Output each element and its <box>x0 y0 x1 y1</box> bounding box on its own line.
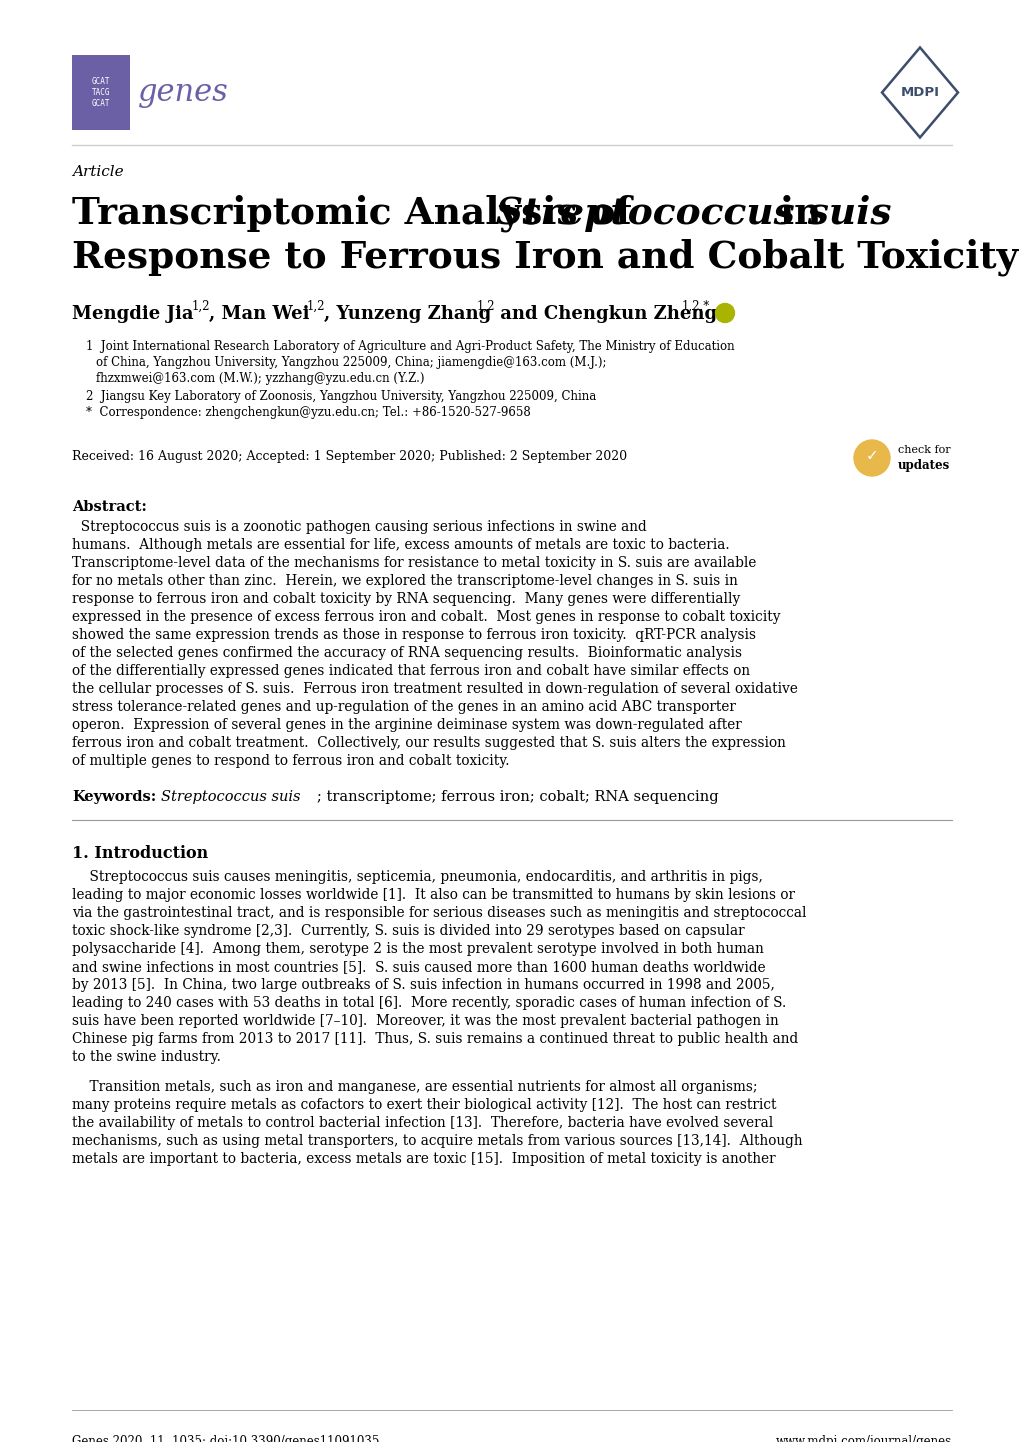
Text: Streptococcus suis causes meningitis, septicemia, pneumonia, endocarditis, and a: Streptococcus suis causes meningitis, se… <box>72 870 762 884</box>
Text: Streptococcus suis: Streptococcus suis <box>495 195 891 232</box>
Text: for no metals other than zinc.  Herein, we explored the transcriptome-level chan: for no metals other than zinc. Herein, w… <box>72 574 737 588</box>
Text: Mengdie Jia: Mengdie Jia <box>72 306 194 323</box>
Text: 1,2: 1,2 <box>477 300 495 313</box>
Text: Abstract:: Abstract: <box>72 500 147 513</box>
Text: 1,2,*: 1,2,* <box>682 300 709 313</box>
FancyBboxPatch shape <box>72 55 129 130</box>
Text: via the gastrointestinal tract, and is responsible for serious diseases such as : via the gastrointestinal tract, and is r… <box>72 906 806 920</box>
Circle shape <box>714 303 734 323</box>
Text: Transition metals, such as iron and manganese, are essential nutrients for almos: Transition metals, such as iron and mang… <box>72 1080 757 1094</box>
Text: , Yunzeng Zhang: , Yunzeng Zhang <box>324 306 491 323</box>
Text: Streptococcus suis: Streptococcus suis <box>161 790 301 805</box>
Text: check for: check for <box>897 446 950 456</box>
Text: and Chengkun Zheng: and Chengkun Zheng <box>493 306 716 323</box>
Text: 1,2: 1,2 <box>192 300 210 313</box>
Text: 2  Jiangsu Key Laboratory of Zoonosis, Yangzhou University, Yangzhou 225009, Chi: 2 Jiangsu Key Laboratory of Zoonosis, Ya… <box>86 389 596 402</box>
Text: showed the same expression trends as those in response to ferrous iron toxicity.: showed the same expression trends as tho… <box>72 629 755 642</box>
Text: Keywords:: Keywords: <box>72 790 156 805</box>
Text: response to ferrous iron and cobalt toxicity by RNA sequencing.  Many genes were: response to ferrous iron and cobalt toxi… <box>72 593 740 606</box>
Text: toxic shock-like syndrome [2,3].  Currently, S. suis is divided into 29 serotype: toxic shock-like syndrome [2,3]. Current… <box>72 924 744 937</box>
Text: many proteins require metals as cofactors to exert their biological activity [12: many proteins require metals as cofactor… <box>72 1097 775 1112</box>
Text: leading to 240 cases with 53 deaths in total [6].  More recently, sporadic cases: leading to 240 cases with 53 deaths in t… <box>72 996 786 1009</box>
Text: operon.  Expression of several genes in the arginine deiminase system was down-r: operon. Expression of several genes in t… <box>72 718 741 733</box>
Text: of the selected genes confirmed the accuracy of RNA sequencing results.  Bioinfo: of the selected genes confirmed the accu… <box>72 646 741 660</box>
Text: and swine infections in most countries [5].  S. suis caused more than 1600 human: and swine infections in most countries [… <box>72 960 765 973</box>
Text: by 2013 [5].  In China, two large outbreaks of S. suis infection in humans occur: by 2013 [5]. In China, two large outbrea… <box>72 978 774 992</box>
Text: mechanisms, such as using metal transporters, to acquire metals from various sou: mechanisms, such as using metal transpor… <box>72 1133 802 1148</box>
Text: of China, Yangzhou University, Yangzhou 225009, China; jiamengdie@163.com (M.J.): of China, Yangzhou University, Yangzhou … <box>96 356 606 369</box>
Text: in: in <box>766 195 820 232</box>
Text: the cellular processes of S. suis.  Ferrous iron treatment resulted in down-regu: the cellular processes of S. suis. Ferro… <box>72 682 797 696</box>
Text: to the swine industry.: to the swine industry. <box>72 1050 221 1064</box>
Text: Genes 2020, 11, 1035; doi:10.3390/genes11091035: Genes 2020, 11, 1035; doi:10.3390/genes1… <box>72 1435 379 1442</box>
Text: updates: updates <box>897 460 950 473</box>
Text: Received: 16 August 2020; Accepted: 1 September 2020; Published: 2 September 202: Received: 16 August 2020; Accepted: 1 Se… <box>72 450 627 463</box>
Text: stress tolerance-related genes and up-regulation of the genes in an amino acid A: stress tolerance-related genes and up-re… <box>72 699 735 714</box>
Circle shape <box>853 440 890 476</box>
Text: www.mdpi.com/journal/genes: www.mdpi.com/journal/genes <box>775 1435 951 1442</box>
Text: of multiple genes to respond to ferrous iron and cobalt toxicity.: of multiple genes to respond to ferrous … <box>72 754 510 769</box>
Text: ✓: ✓ <box>865 448 877 463</box>
Text: expressed in the presence of excess ferrous iron and cobalt.  Most genes in resp: expressed in the presence of excess ferr… <box>72 610 780 624</box>
Text: GCAT
TACG
GCAT: GCAT TACG GCAT <box>92 78 110 108</box>
Text: suis have been reported worldwide [7–10].  Moreover, it was the most prevalent b: suis have been reported worldwide [7–10]… <box>72 1014 777 1028</box>
Text: 1  Joint International Research Laboratory of Agriculture and Agri-Product Safet: 1 Joint International Research Laborator… <box>86 340 734 353</box>
Text: leading to major economic losses worldwide [1].  It also can be transmitted to h: leading to major economic losses worldwi… <box>72 888 794 903</box>
Text: Response to Ferrous Iron and Cobalt Toxicity: Response to Ferrous Iron and Cobalt Toxi… <box>72 239 1017 277</box>
Text: the availability of metals to control bacterial infection [13].  Therefore, bact: the availability of metals to control ba… <box>72 1116 772 1131</box>
Text: 1,2: 1,2 <box>307 300 325 313</box>
Text: Streptococcus suis is a zoonotic pathogen causing serious infections in swine an: Streptococcus suis is a zoonotic pathoge… <box>72 521 646 534</box>
Text: Article: Article <box>72 164 123 179</box>
Text: humans.  Although metals are essential for life, excess amounts of metals are to: humans. Although metals are essential fo… <box>72 538 729 552</box>
Text: Transcriptomic Analysis of: Transcriptomic Analysis of <box>72 195 644 232</box>
Text: ferrous iron and cobalt treatment.  Collectively, our results suggested that S. : ferrous iron and cobalt treatment. Colle… <box>72 735 785 750</box>
Text: polysaccharide [4].  Among them, serotype 2 is the most prevalent serotype invol: polysaccharide [4]. Among them, serotype… <box>72 942 763 956</box>
Text: MDPI: MDPI <box>900 87 938 99</box>
Text: Transcriptome-level data of the mechanisms for resistance to metal toxicity in S: Transcriptome-level data of the mechanis… <box>72 557 756 570</box>
Text: ; transcriptome; ferrous iron; cobalt; RNA sequencing: ; transcriptome; ferrous iron; cobalt; R… <box>317 790 718 805</box>
Text: Chinese pig farms from 2013 to 2017 [11].  Thus, S. suis remains a continued thr: Chinese pig farms from 2013 to 2017 [11]… <box>72 1032 798 1045</box>
Text: , Man Wei: , Man Wei <box>209 306 309 323</box>
Text: fhzxmwei@163.com (M.W.); yzzhang@yzu.edu.cn (Y.Z.): fhzxmwei@163.com (M.W.); yzzhang@yzu.edu… <box>96 372 424 385</box>
Text: metals are important to bacteria, excess metals are toxic [15].  Imposition of m: metals are important to bacteria, excess… <box>72 1152 774 1167</box>
Text: iD: iD <box>720 310 729 316</box>
Text: 1. Introduction: 1. Introduction <box>72 845 208 862</box>
Text: of the differentially expressed genes indicated that ferrous iron and cobalt hav: of the differentially expressed genes in… <box>72 663 749 678</box>
Text: genes: genes <box>138 76 228 108</box>
Text: *  Correspondence: zhengchengkun@yzu.edu.cn; Tel.: +86-1520-527-9658: * Correspondence: zhengchengkun@yzu.edu.… <box>86 407 530 420</box>
